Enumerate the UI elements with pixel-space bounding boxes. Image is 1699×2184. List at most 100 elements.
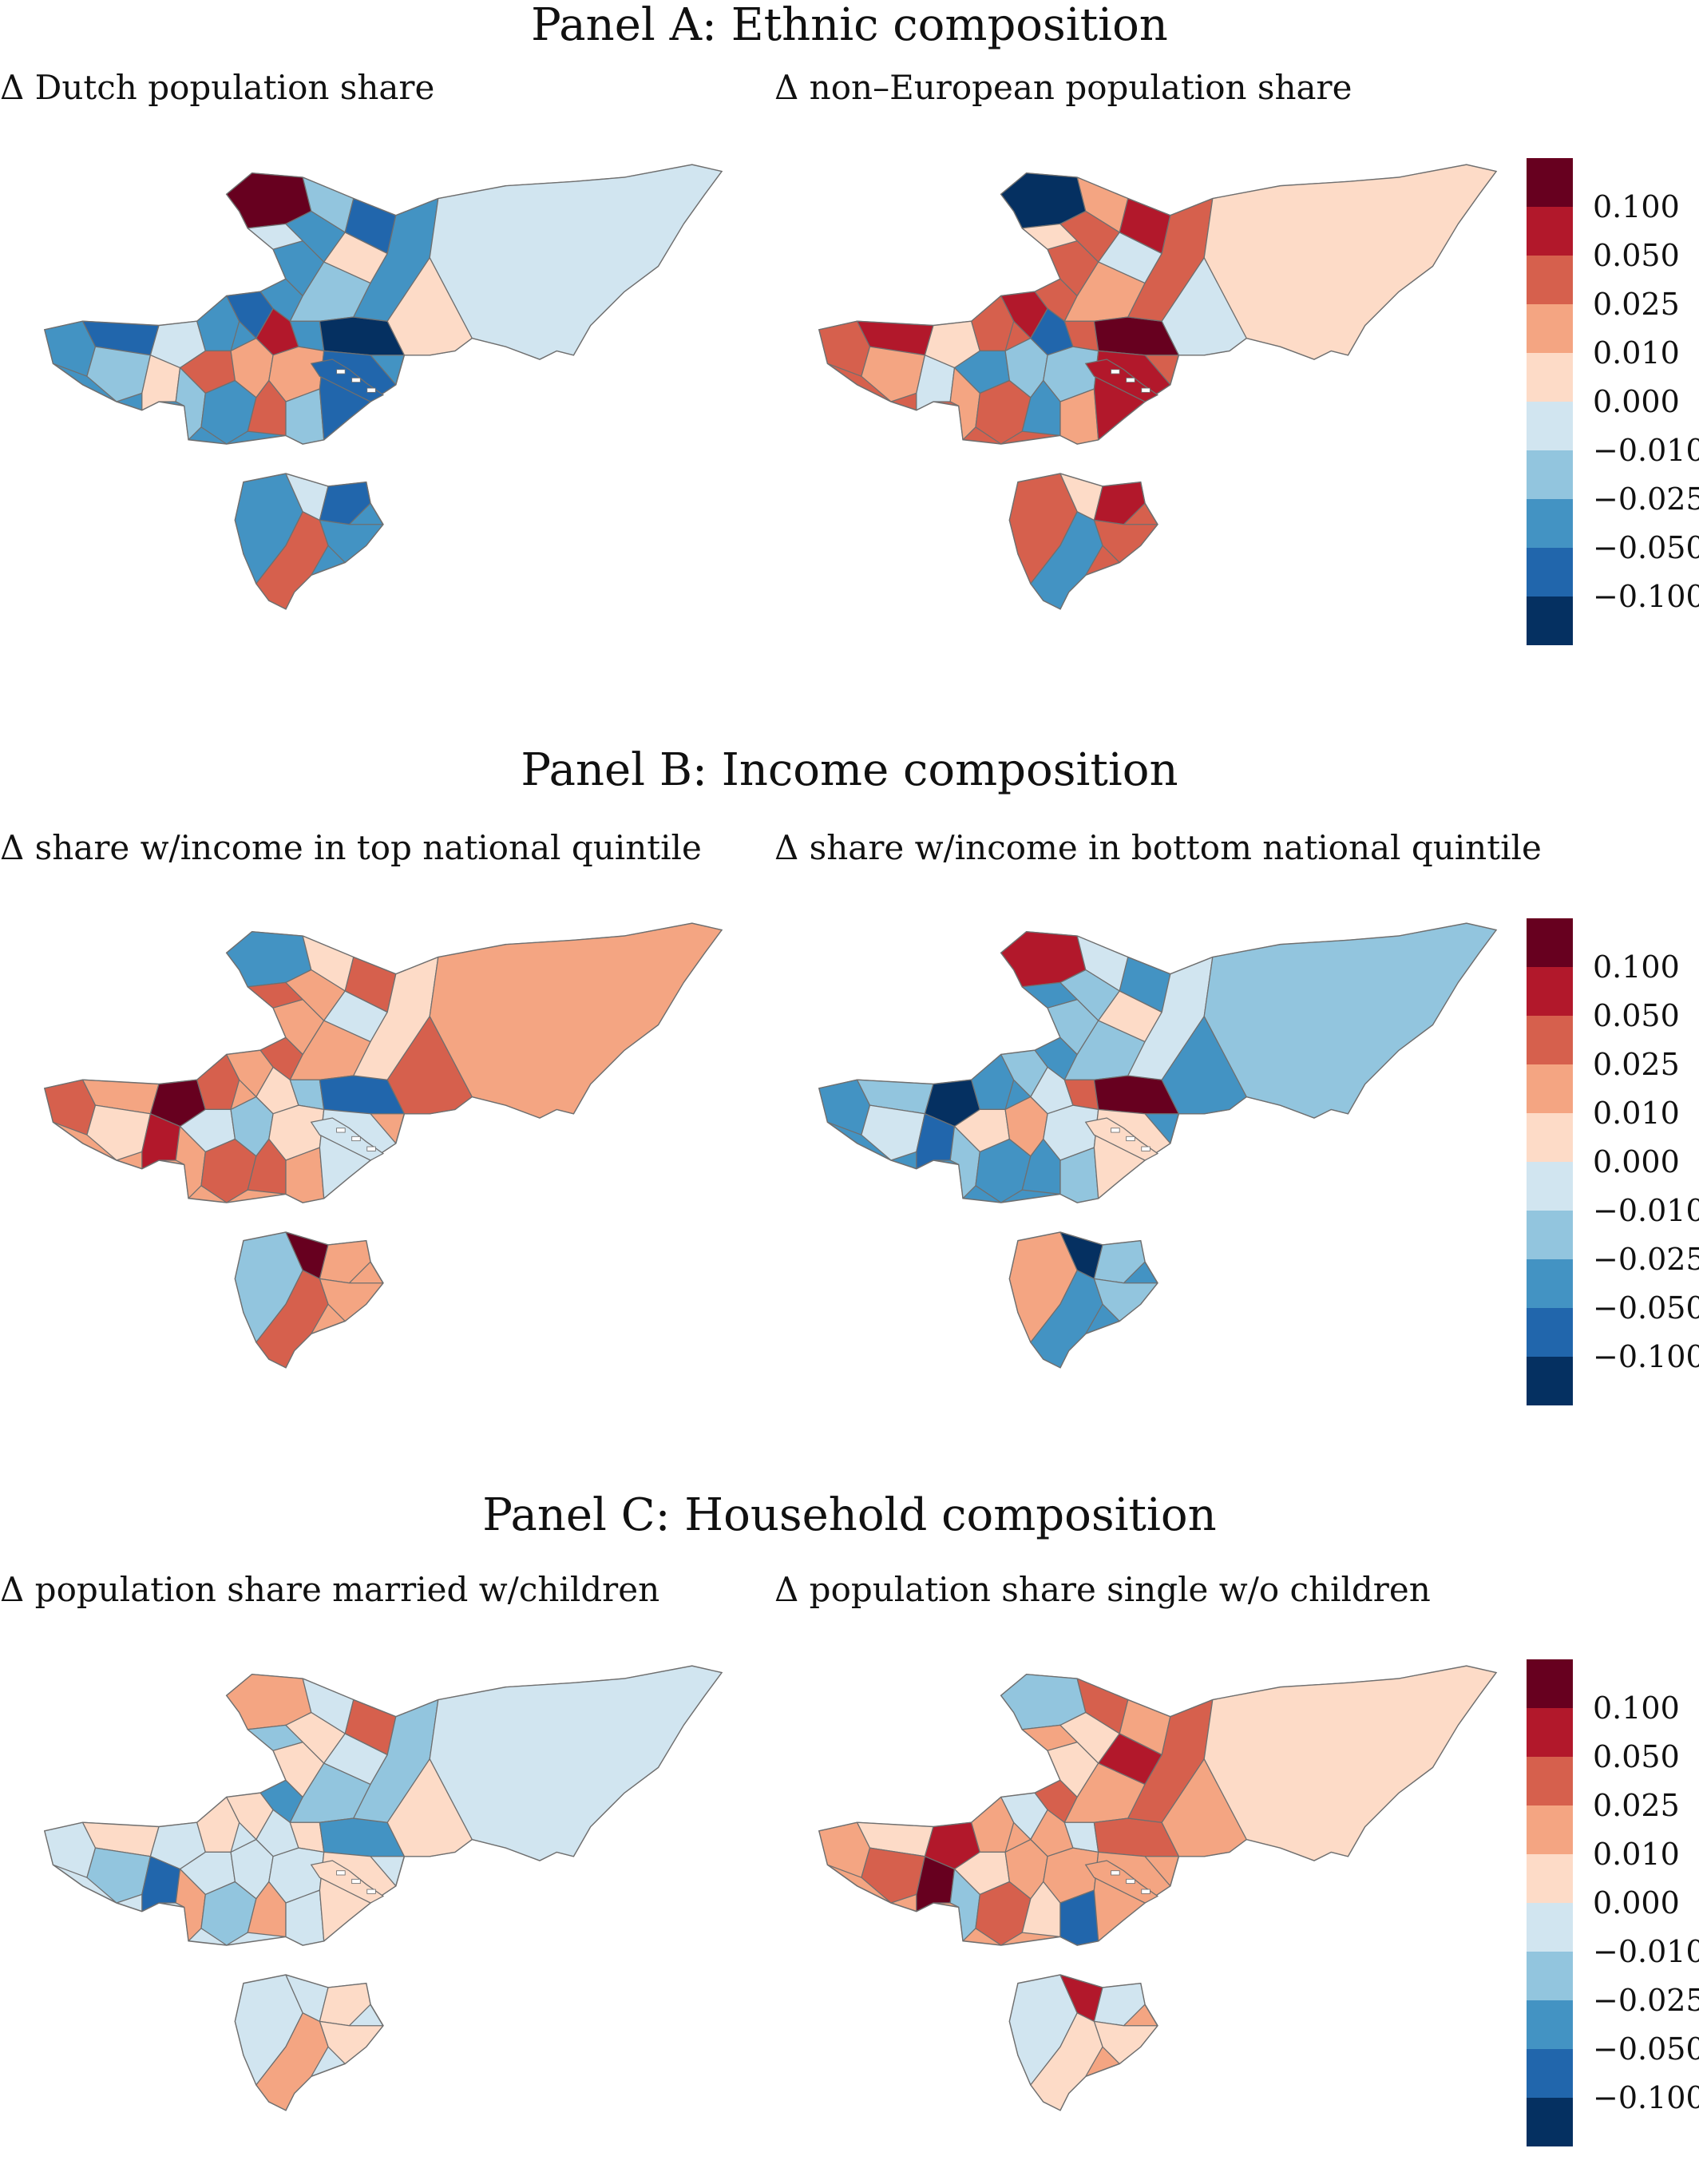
district-2	[861, 1847, 926, 1904]
pier-2	[366, 387, 376, 393]
legend-swatch-1	[1527, 1708, 1573, 1757]
pier-2	[1141, 1889, 1150, 1894]
south-district-3	[255, 511, 329, 610]
harbor-district	[310, 1117, 385, 1161]
south-district-3	[255, 1270, 329, 1369]
district-29	[1161, 257, 1247, 356]
harbor-district	[1084, 1117, 1159, 1161]
map-a1	[43, 164, 723, 610]
map-c1-label: Δ population share married w/children	[0, 1570, 660, 1609]
legend-tick-4: 0.000	[1593, 1144, 1680, 1179]
south-district-3	[255, 2012, 329, 2111]
legend-tick-5: −0.010	[1593, 1934, 1699, 1969]
pier-0	[1111, 1870, 1120, 1876]
legend-swatch-8	[1527, 548, 1573, 597]
legend-a-colorbar	[1527, 158, 1573, 645]
map-a2	[818, 164, 1498, 610]
district-25	[285, 1147, 325, 1203]
legend-tick-2: 0.025	[1593, 287, 1680, 322]
map-b1	[43, 922, 723, 1369]
legend-swatch-6	[1527, 450, 1573, 499]
district-5	[971, 1796, 1015, 1853]
south-district-1	[1093, 1240, 1146, 1284]
legend-swatch-0	[1527, 918, 1573, 967]
south-district-3	[1030, 511, 1103, 610]
pier-2	[1141, 1146, 1150, 1151]
district-28	[429, 922, 723, 1119]
map-c2-label: Δ population share single w/o children	[774, 1570, 1431, 1609]
legend-c-colorbar	[1527, 1659, 1573, 2146]
map-b1-label: Δ share w/income in top national quintil…	[0, 828, 702, 867]
legend-swatch-7	[1527, 2000, 1573, 2049]
legend-swatch-7	[1527, 1259, 1573, 1308]
district-17	[1059, 210, 1120, 263]
district-5	[196, 1796, 240, 1853]
district-28	[1203, 1665, 1497, 1861]
panel-a-title: Panel A: Ethnic composition	[531, 0, 1168, 51]
pier-0	[1111, 1128, 1120, 1133]
pier-1	[1126, 1878, 1135, 1885]
legend-tick-4: 0.000	[1593, 384, 1680, 419]
district-17	[285, 969, 346, 1021]
map-a2-label: Δ non–European population share	[774, 68, 1352, 107]
map-a1-label: Δ Dutch population share	[0, 68, 435, 107]
south-district-1	[1093, 1983, 1146, 2027]
district-5	[196, 295, 240, 352]
legend-tick-4: 0.000	[1593, 1885, 1680, 1920]
south-district-1	[319, 1983, 371, 2027]
district-2	[86, 1104, 152, 1161]
pier-1	[1126, 1136, 1135, 1142]
pier-1	[351, 377, 361, 383]
legend-tick-1: 0.050	[1593, 238, 1680, 273]
legend-b-colorbar	[1527, 918, 1573, 1405]
legend-tick-5: −0.010	[1593, 1193, 1699, 1228]
district-17	[1059, 1711, 1120, 1764]
legend-tick-0: 0.100	[1593, 1691, 1680, 1726]
south-district-3	[1030, 1270, 1103, 1369]
legend-swatch-2	[1527, 256, 1573, 304]
district-17	[1059, 969, 1120, 1021]
district-25	[1059, 388, 1099, 445]
legend-swatch-8	[1527, 1308, 1573, 1357]
pier-1	[351, 1878, 361, 1885]
harbor-district	[1084, 1860, 1159, 1904]
map-c1	[43, 1665, 723, 2111]
district-2	[86, 1847, 152, 1904]
district-29	[1161, 1758, 1247, 1857]
district-25	[1059, 1889, 1099, 1946]
district-25	[285, 1889, 325, 1946]
legend-tick-3: 0.010	[1593, 1096, 1680, 1131]
district-17	[285, 1711, 346, 1764]
harbor-district	[310, 359, 385, 402]
legend-swatch-4	[1527, 1113, 1573, 1162]
south-district-1	[1093, 482, 1146, 525]
legend-swatch-3	[1527, 1064, 1573, 1113]
legend-swatch-4	[1527, 353, 1573, 402]
district-29	[386, 1016, 473, 1115]
district-5	[971, 1053, 1015, 1111]
harbor-district	[310, 1860, 385, 1904]
legend-tick-2: 0.025	[1593, 1047, 1680, 1082]
map-b2	[818, 922, 1498, 1369]
legend-swatch-8	[1527, 2049, 1573, 2098]
legend-swatch-0	[1527, 158, 1573, 207]
pier-0	[336, 1128, 346, 1133]
district-28	[429, 164, 723, 360]
legend-tick-8: −0.100	[1593, 579, 1699, 614]
district-29	[1161, 1016, 1247, 1115]
legend-tick-1: 0.050	[1593, 998, 1680, 1033]
district-2	[86, 346, 152, 402]
panel-b-title: Panel B: Income composition	[521, 744, 1178, 796]
legend-tick-3: 0.010	[1593, 335, 1680, 371]
district-5	[971, 295, 1015, 352]
legend-tick-3: 0.010	[1593, 1837, 1680, 1872]
legend-tick-6: −0.025	[1593, 1242, 1699, 1277]
legend-swatch-5	[1527, 402, 1573, 450]
district-28	[1203, 922, 1497, 1119]
legend-swatch-9	[1527, 2098, 1573, 2146]
district-25	[285, 388, 325, 445]
south-district-1	[319, 1240, 371, 1284]
legend-tick-7: −0.050	[1593, 2031, 1699, 2067]
legend-tick-1: 0.050	[1593, 1739, 1680, 1774]
legend-swatch-1	[1527, 967, 1573, 1016]
